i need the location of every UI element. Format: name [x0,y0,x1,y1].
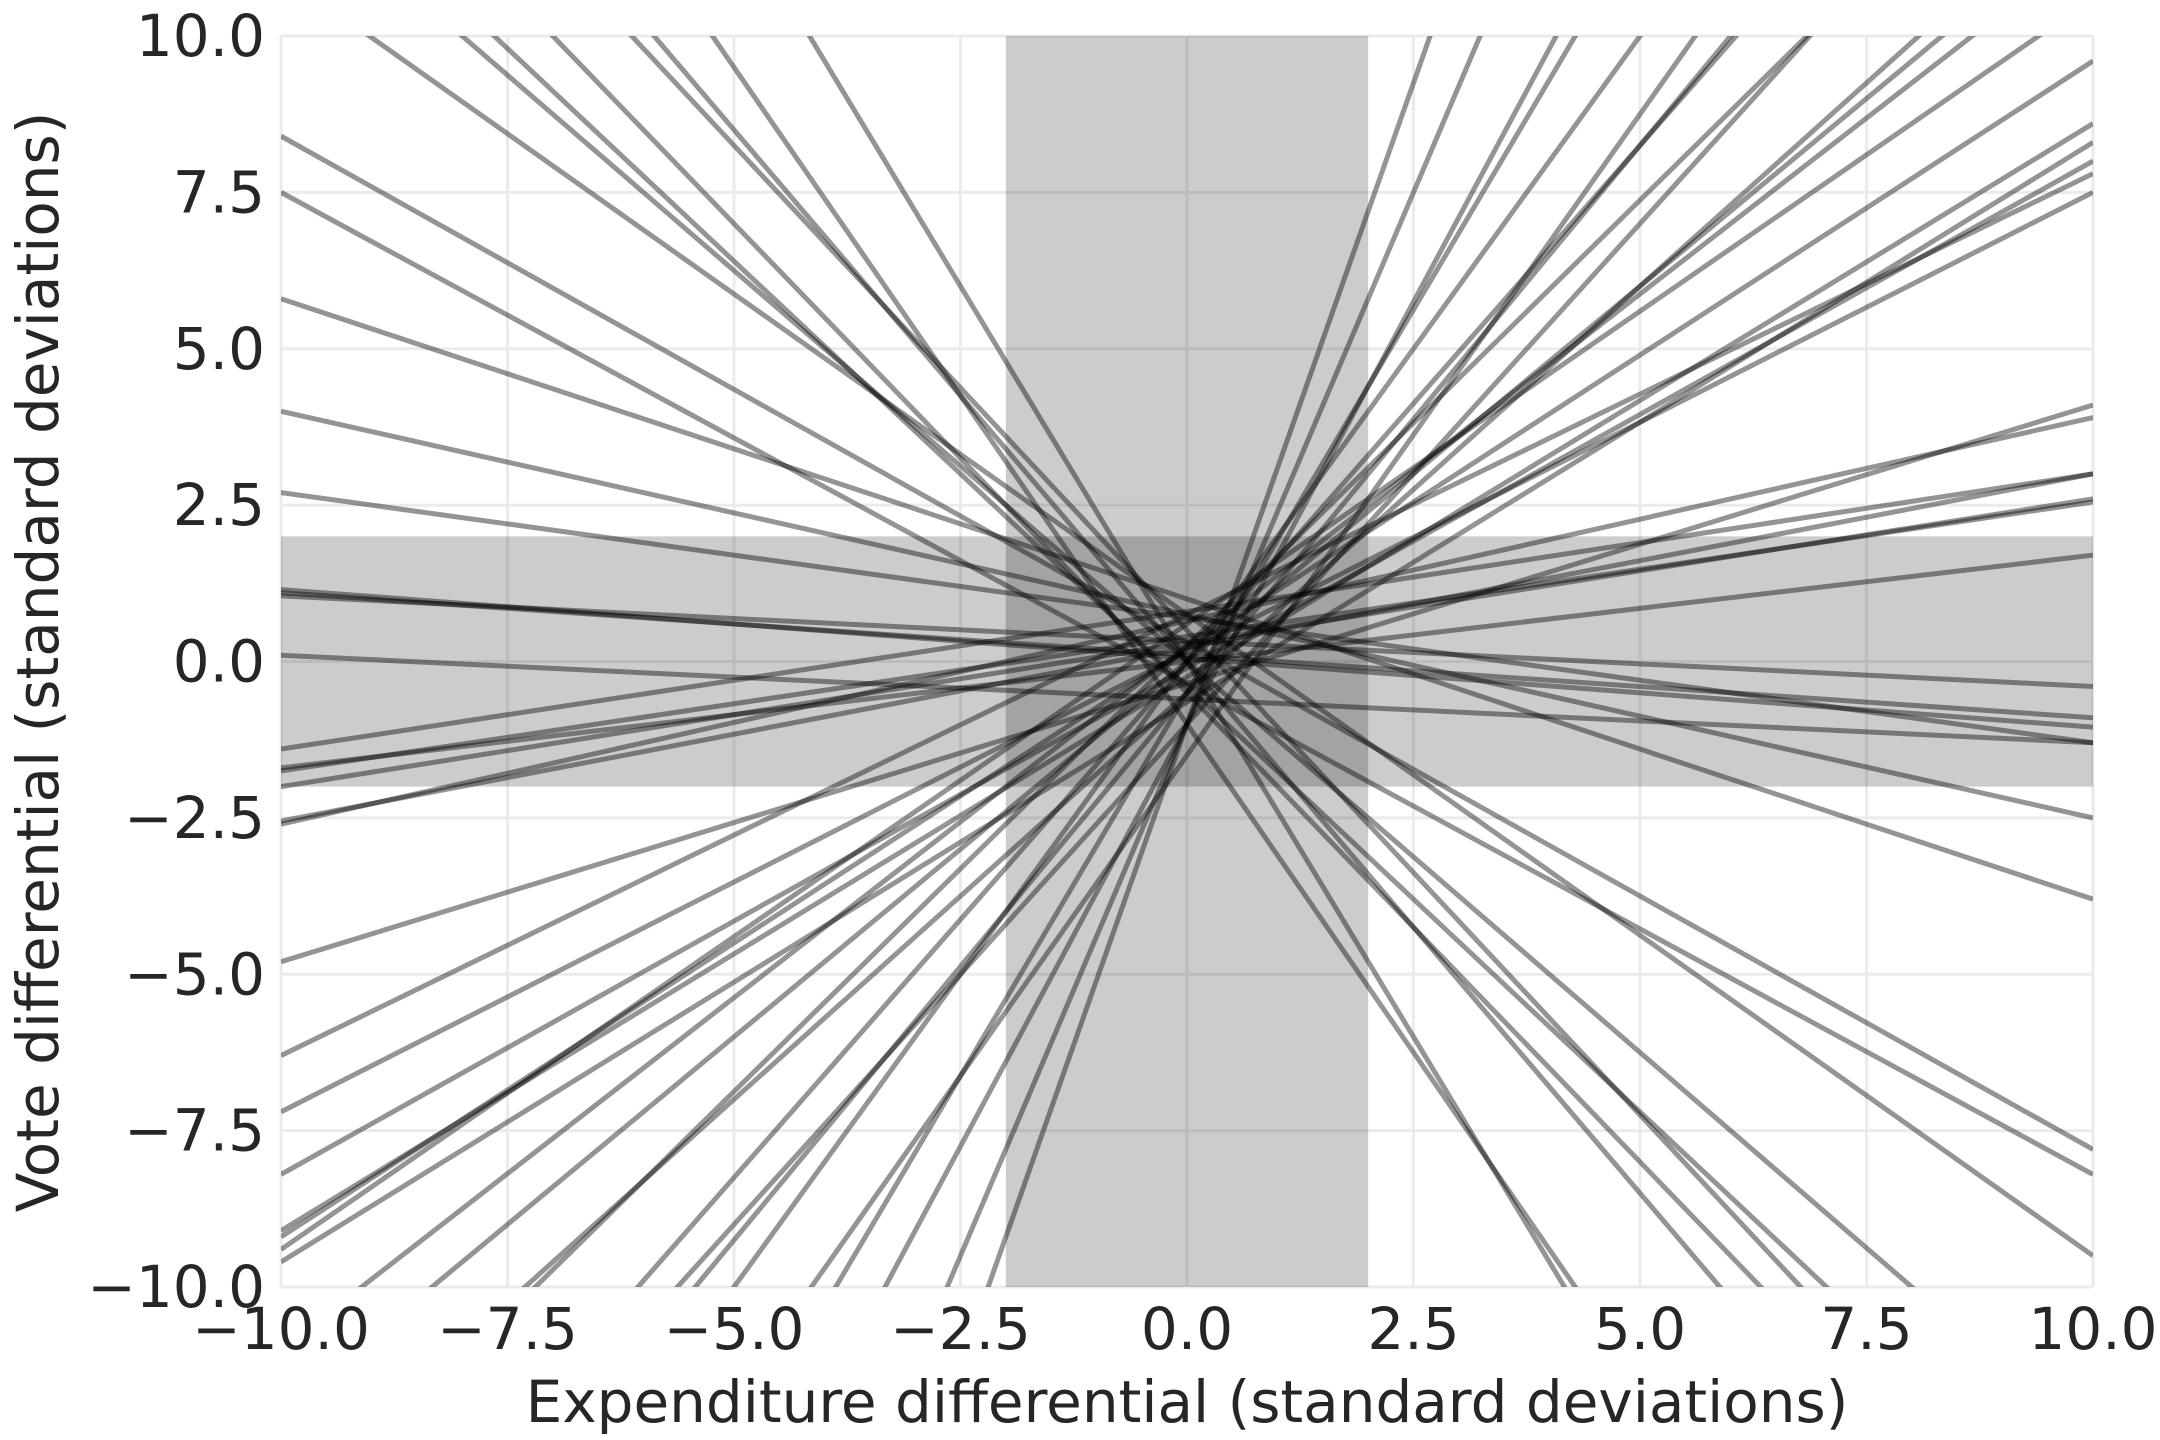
line [882,36,1559,1287]
line [832,36,1579,1287]
x-tick-label: −2.5 [890,1295,1031,1363]
y-tick-label: 2.5 [173,471,265,539]
line [674,36,1814,1287]
line [521,36,1923,1287]
x-tick-label: 5.0 [1594,1295,1686,1363]
line [281,496,2093,790]
line [458,36,1916,1287]
line [634,36,1740,1287]
line [281,190,2093,1177]
line [730,36,1644,1287]
line [281,590,2093,721]
line [428,36,1946,1287]
line [281,490,2093,746]
grid [279,34,2095,1289]
y-tick-label: 0.0 [173,628,265,696]
line [281,408,2093,821]
x-axis-label: Expenditure differential (standard devia… [526,1368,1849,1436]
line [281,471,2093,824]
x-tick-label: −5.0 [664,1295,805,1363]
y-axis-label: Vote differential (standard deviations) [4,112,72,1213]
line [944,36,1483,1287]
line [281,471,2093,752]
line [691,36,1734,1287]
line [281,36,2044,1252]
line [985,36,1433,1287]
line [281,296,2093,902]
line [281,190,2093,1115]
line [281,402,2093,965]
y-tick-label: −7.5 [124,1097,265,1165]
line [281,587,2093,730]
line [808,36,1699,1287]
line [357,36,1977,1287]
line [709,36,1579,1287]
lines [281,36,2093,1287]
line [650,36,1724,1287]
x-tick-label: −7.5 [437,1295,578,1363]
x-tick-label: 7.5 [1820,1295,1912,1363]
x-tick-label: 2.5 [1367,1295,1459,1363]
x-tick-label: 0.0 [1141,1295,1233,1363]
y-tick-label: −2.5 [124,784,265,852]
y-span [281,536,2093,787]
line [281,133,2093,1152]
line [806,36,1568,1287]
line [549,36,1765,1287]
line [281,158,2093,1177]
line [531,36,1811,1287]
y-tick-label: −10.0 [87,1253,265,1321]
x-tick-label: −10.0 [192,1295,370,1363]
line [281,652,2093,746]
y-tick-label: 10.0 [136,2,265,70]
line [281,415,2093,827]
line [490,36,1831,1287]
x-tick-label: 10.0 [2028,1295,2157,1363]
y-tick-label: 5.0 [173,315,265,383]
line [281,552,2093,771]
line [628,36,1805,1287]
line [281,121,2093,1233]
line [281,499,2093,774]
line [281,171,2093,1058]
line [281,58,2093,1240]
spans [281,36,2093,1287]
y-tick-label: −5.0 [124,940,265,1008]
ticks: −10.0 −7.5 −5.0 −2.5 0.0 2.5 5.0 7.5 10.0 −10.0 −7… [87,2,2157,1363]
line [281,593,2093,690]
line [365,36,2093,1258]
y-tick-label: 7.5 [173,158,265,226]
x-span [1005,36,1369,1287]
line [281,140,2093,1265]
